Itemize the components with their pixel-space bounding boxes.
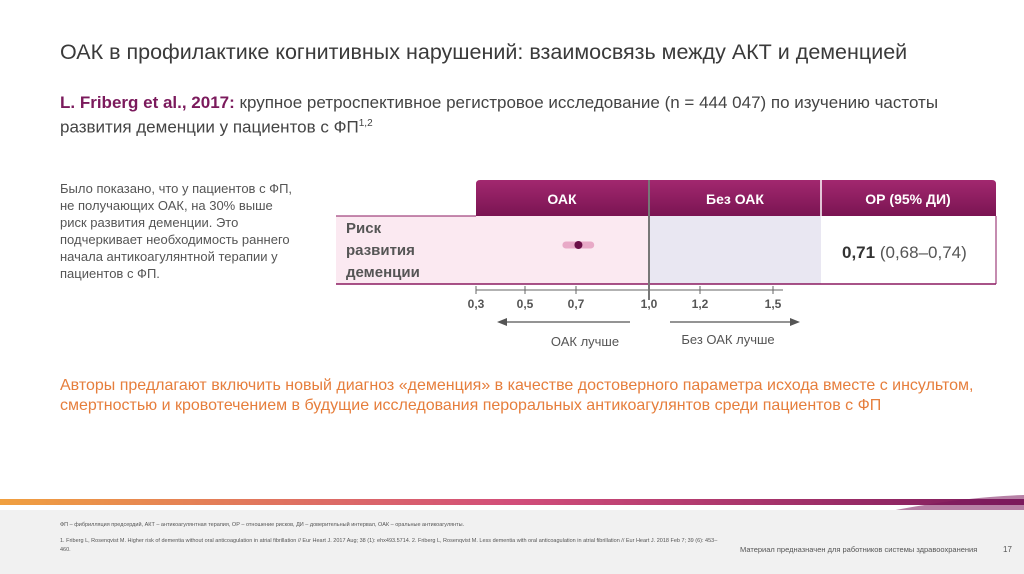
header-oak: ОАК bbox=[547, 191, 577, 207]
x-tick-label: 0,5 bbox=[517, 297, 534, 311]
page-number: 17 bbox=[1003, 545, 1012, 554]
header-hr: ОР (95% ДИ) bbox=[865, 191, 950, 207]
row-hr-cell bbox=[821, 216, 996, 284]
row-right-panel bbox=[649, 216, 821, 284]
bottom-decoration bbox=[0, 495, 1024, 513]
header-band bbox=[476, 180, 996, 216]
estimate-point bbox=[574, 241, 583, 249]
row-left-panel bbox=[336, 216, 649, 284]
row-label-line-3: деменции bbox=[346, 264, 420, 281]
slide-title: ОАК в профилактике когнитивных нарушений… bbox=[60, 40, 908, 64]
x-tick-label: 1,0 bbox=[641, 297, 658, 311]
left-arrow-label: ОАК лучше bbox=[551, 334, 619, 349]
hr-estimate: 0,71 bbox=[842, 243, 875, 262]
row-label-line-1: Риск bbox=[346, 220, 382, 237]
references-footnote: 1. Friberg L, Rosenqvist M. Higher risk … bbox=[60, 538, 718, 553]
right-arrow-label: Без ОАК лучше bbox=[681, 332, 774, 347]
forest-plot: ОАК Без ОАК ОР (95% ДИ) Риск развития де… bbox=[336, 180, 997, 349]
study-description: крупное ретроспективное регистровое иссл… bbox=[60, 93, 939, 137]
hr-value: 0,71 (0,68–0,74) bbox=[842, 243, 967, 262]
header-no-oak: Без ОАК bbox=[706, 191, 764, 207]
reference-superscript: 1,2 bbox=[358, 118, 373, 129]
x-tick-label: 0,7 bbox=[568, 297, 585, 311]
study-author: L. Friberg et al., 2017: bbox=[60, 93, 235, 112]
footnote-area bbox=[0, 510, 1024, 574]
x-tick-label: 0,3 bbox=[468, 297, 485, 311]
x-tick-label: 1,2 bbox=[692, 297, 709, 311]
disclaimer: Материал предназначен для работников сис… bbox=[740, 545, 978, 554]
abbreviations-footnote: ФП – фибрилляция предсердий, АКТ – антик… bbox=[60, 522, 465, 528]
side-explanation: Было показано, что у пациентов с ФП, не … bbox=[60, 181, 293, 281]
conclusion-text: Авторы предлагают включить новый диагноз… bbox=[60, 377, 974, 414]
row-label-line-2: развития bbox=[346, 242, 415, 259]
x-tick-label: 1,5 bbox=[765, 297, 782, 311]
study-subtitle: L. Friberg et al., 2017: крупное ретросп… bbox=[60, 92, 1000, 138]
hr-ci: (0,68–0,74) bbox=[880, 243, 967, 262]
